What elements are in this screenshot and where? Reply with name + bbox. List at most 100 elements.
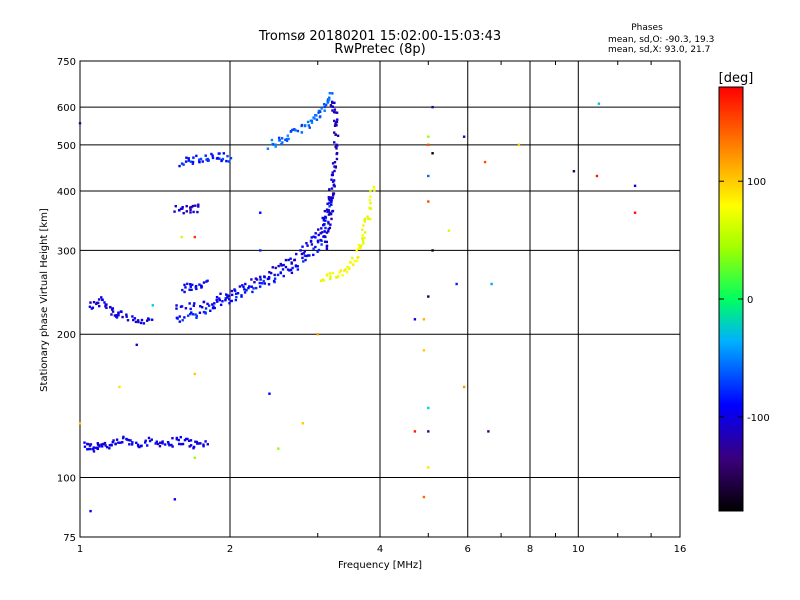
- data-point: [198, 311, 202, 314]
- data-point: [180, 235, 183, 239]
- data-point: [267, 275, 271, 279]
- data-point: [259, 211, 262, 214]
- data-point: [277, 264, 280, 268]
- data-point: [281, 141, 284, 144]
- data-point: [321, 216, 324, 220]
- data-point: [262, 279, 265, 283]
- x-tick-label: 16: [674, 544, 687, 555]
- data-point: [233, 288, 236, 291]
- y-axis-label: Stationary phase Virtual Height [km]: [39, 208, 50, 392]
- data-point: [259, 249, 262, 252]
- data-point: [92, 446, 96, 449]
- data-point: [328, 212, 331, 215]
- data-point: [86, 448, 89, 451]
- data-point: [140, 444, 143, 447]
- data-point: [194, 313, 197, 316]
- data-point: [361, 237, 364, 240]
- data-point: [166, 440, 170, 444]
- data-point: [305, 241, 308, 245]
- data-point: [186, 282, 189, 286]
- data-point: [367, 217, 370, 221]
- data-point: [242, 285, 245, 289]
- data-point: [185, 204, 188, 208]
- data-point: [319, 232, 322, 235]
- data-point: [175, 436, 179, 440]
- data-point: [487, 430, 490, 433]
- data-point: [89, 443, 93, 446]
- data-point: [332, 192, 336, 195]
- data-point: [189, 211, 192, 214]
- data-point: [422, 495, 426, 499]
- data-point: [310, 236, 313, 239]
- data-point: [331, 162, 335, 165]
- data-point: [218, 297, 221, 300]
- data-point: [158, 444, 162, 448]
- data-point: [334, 111, 337, 114]
- y-tick-label: 500: [57, 141, 76, 152]
- data-point: [202, 310, 206, 314]
- data-point: [296, 268, 300, 271]
- data-point: [132, 318, 135, 322]
- data-point: [227, 298, 231, 301]
- data-point: [100, 445, 104, 448]
- grid: [79, 60, 681, 538]
- data-point: [193, 235, 197, 239]
- data-point: [303, 250, 306, 253]
- data-point: [268, 392, 271, 395]
- data-point: [175, 307, 178, 310]
- data-point: [254, 277, 258, 280]
- data-point: [255, 286, 258, 290]
- data-point: [219, 292, 222, 295]
- data-point: [325, 208, 329, 211]
- data-point: [280, 142, 283, 146]
- data-point: [282, 263, 285, 267]
- data-point: [150, 318, 154, 321]
- data-point: [250, 278, 253, 281]
- data-point: [89, 301, 92, 304]
- data-point: [333, 108, 337, 111]
- data-point: [294, 264, 298, 267]
- data-point: [332, 183, 336, 186]
- data-point: [304, 258, 307, 262]
- data-point: [312, 253, 315, 257]
- data-point: [226, 154, 229, 158]
- data-point: [322, 279, 326, 282]
- data-point: [300, 131, 304, 134]
- data-point: [190, 288, 193, 292]
- data-point: [189, 283, 192, 286]
- data-point: [331, 180, 335, 183]
- data-point: [255, 278, 259, 281]
- data-point: [179, 435, 182, 439]
- data-point: [178, 315, 181, 318]
- data-point: [363, 231, 367, 234]
- data-point: [284, 265, 288, 269]
- data-point: [97, 298, 101, 301]
- data-point: [104, 305, 107, 308]
- data-point: [200, 305, 204, 309]
- data-point: [194, 286, 197, 289]
- data-point: [331, 171, 334, 174]
- data-point: [193, 372, 197, 376]
- data-point: [455, 282, 458, 286]
- data-point: [189, 285, 192, 288]
- data-point: [373, 189, 376, 192]
- data-point: [317, 248, 321, 252]
- data-point: [243, 288, 246, 291]
- data-point: [259, 278, 262, 281]
- data-point: [190, 311, 193, 314]
- data-point: [291, 128, 294, 132]
- data-point: [333, 169, 336, 173]
- data-point: [103, 441, 107, 445]
- data-point: [366, 215, 369, 218]
- data-point: [96, 447, 100, 451]
- data-point: [302, 252, 305, 255]
- data-point: [323, 209, 327, 213]
- data-point: [224, 297, 227, 300]
- data-point: [136, 319, 140, 322]
- x-axis-label: Frequency [MHz]: [338, 560, 422, 571]
- data-point: [192, 446, 195, 450]
- data-point: [333, 101, 336, 105]
- data-point: [198, 442, 201, 445]
- data-point: [330, 200, 333, 204]
- y-tick-label: 75: [63, 533, 76, 544]
